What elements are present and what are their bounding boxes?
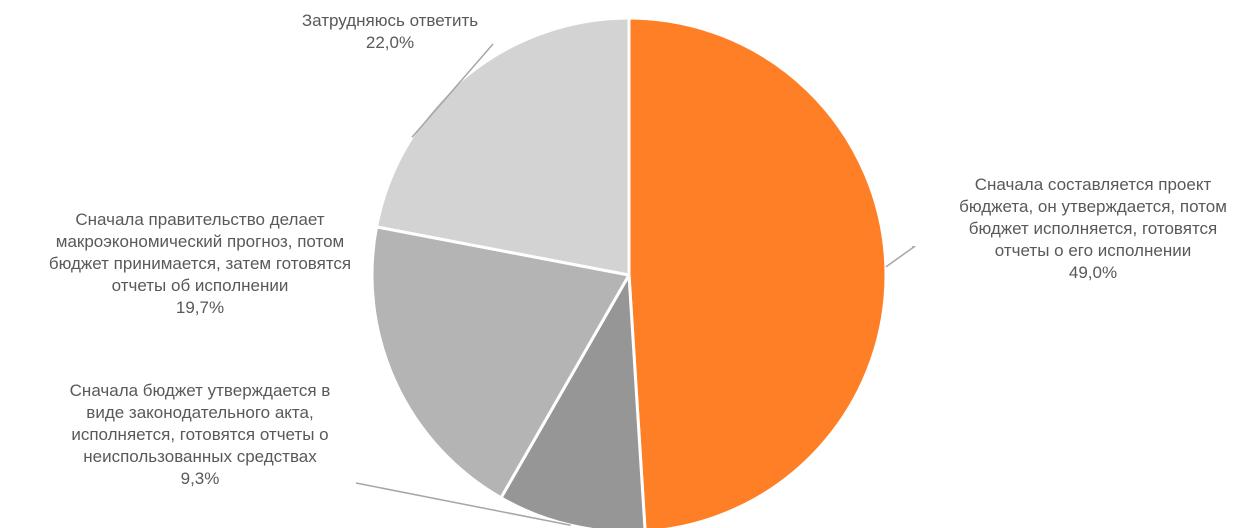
label-line: Затрудняюсь ответить (301, 11, 479, 30)
label-line: бюджета, он утверждается, потом (959, 197, 1227, 216)
label-line: Сначала составляется проект (974, 175, 1212, 194)
label-line: Сначала бюджет утверждается в (69, 381, 331, 400)
label-line: неиспользованных средствах (83, 447, 317, 466)
slice-label-hard-to-answer: Затрудняюсь ответить 22,0% (270, 10, 510, 54)
label-line: исполняется, готовятся отчеты о (71, 425, 329, 444)
pie-slices (370, 16, 888, 528)
pie-slice-macro-forecast (370, 225, 631, 500)
slice-label-macro-forecast: Сначала правительство делает макроэконом… (20, 209, 380, 319)
slice-label-project-approval: Сначала составляется проект бюджета, он … (928, 174, 1254, 284)
label-line: бюджет принимается, затем готовятся (48, 254, 352, 273)
label-line: макроэкономический прогноз, потом (55, 232, 345, 251)
label-line: отчеты об исполнении (111, 276, 289, 295)
slice-value-label: 22,0% (365, 33, 415, 52)
slice-value-label: 19,7% (175, 298, 225, 317)
label-line: отчеты о его исполнении (994, 241, 1192, 260)
label-line: Сначала правительство делает (75, 210, 325, 229)
leader-line (355, 482, 571, 527)
slice-value-label: 49,0% (1068, 263, 1118, 282)
leader-line (411, 43, 494, 138)
leader-lines (355, 43, 917, 527)
pie-slice-project-approval (627, 16, 888, 528)
label-line: бюджет исполняется, готовятся (968, 219, 1218, 238)
slice-value-label: 9,3% (180, 469, 220, 488)
slice-label-legislative-act: Сначала бюджет утверждается в виде закон… (40, 380, 360, 490)
leader-line (885, 246, 917, 268)
label-line: виде законодательного акта, (86, 403, 314, 422)
